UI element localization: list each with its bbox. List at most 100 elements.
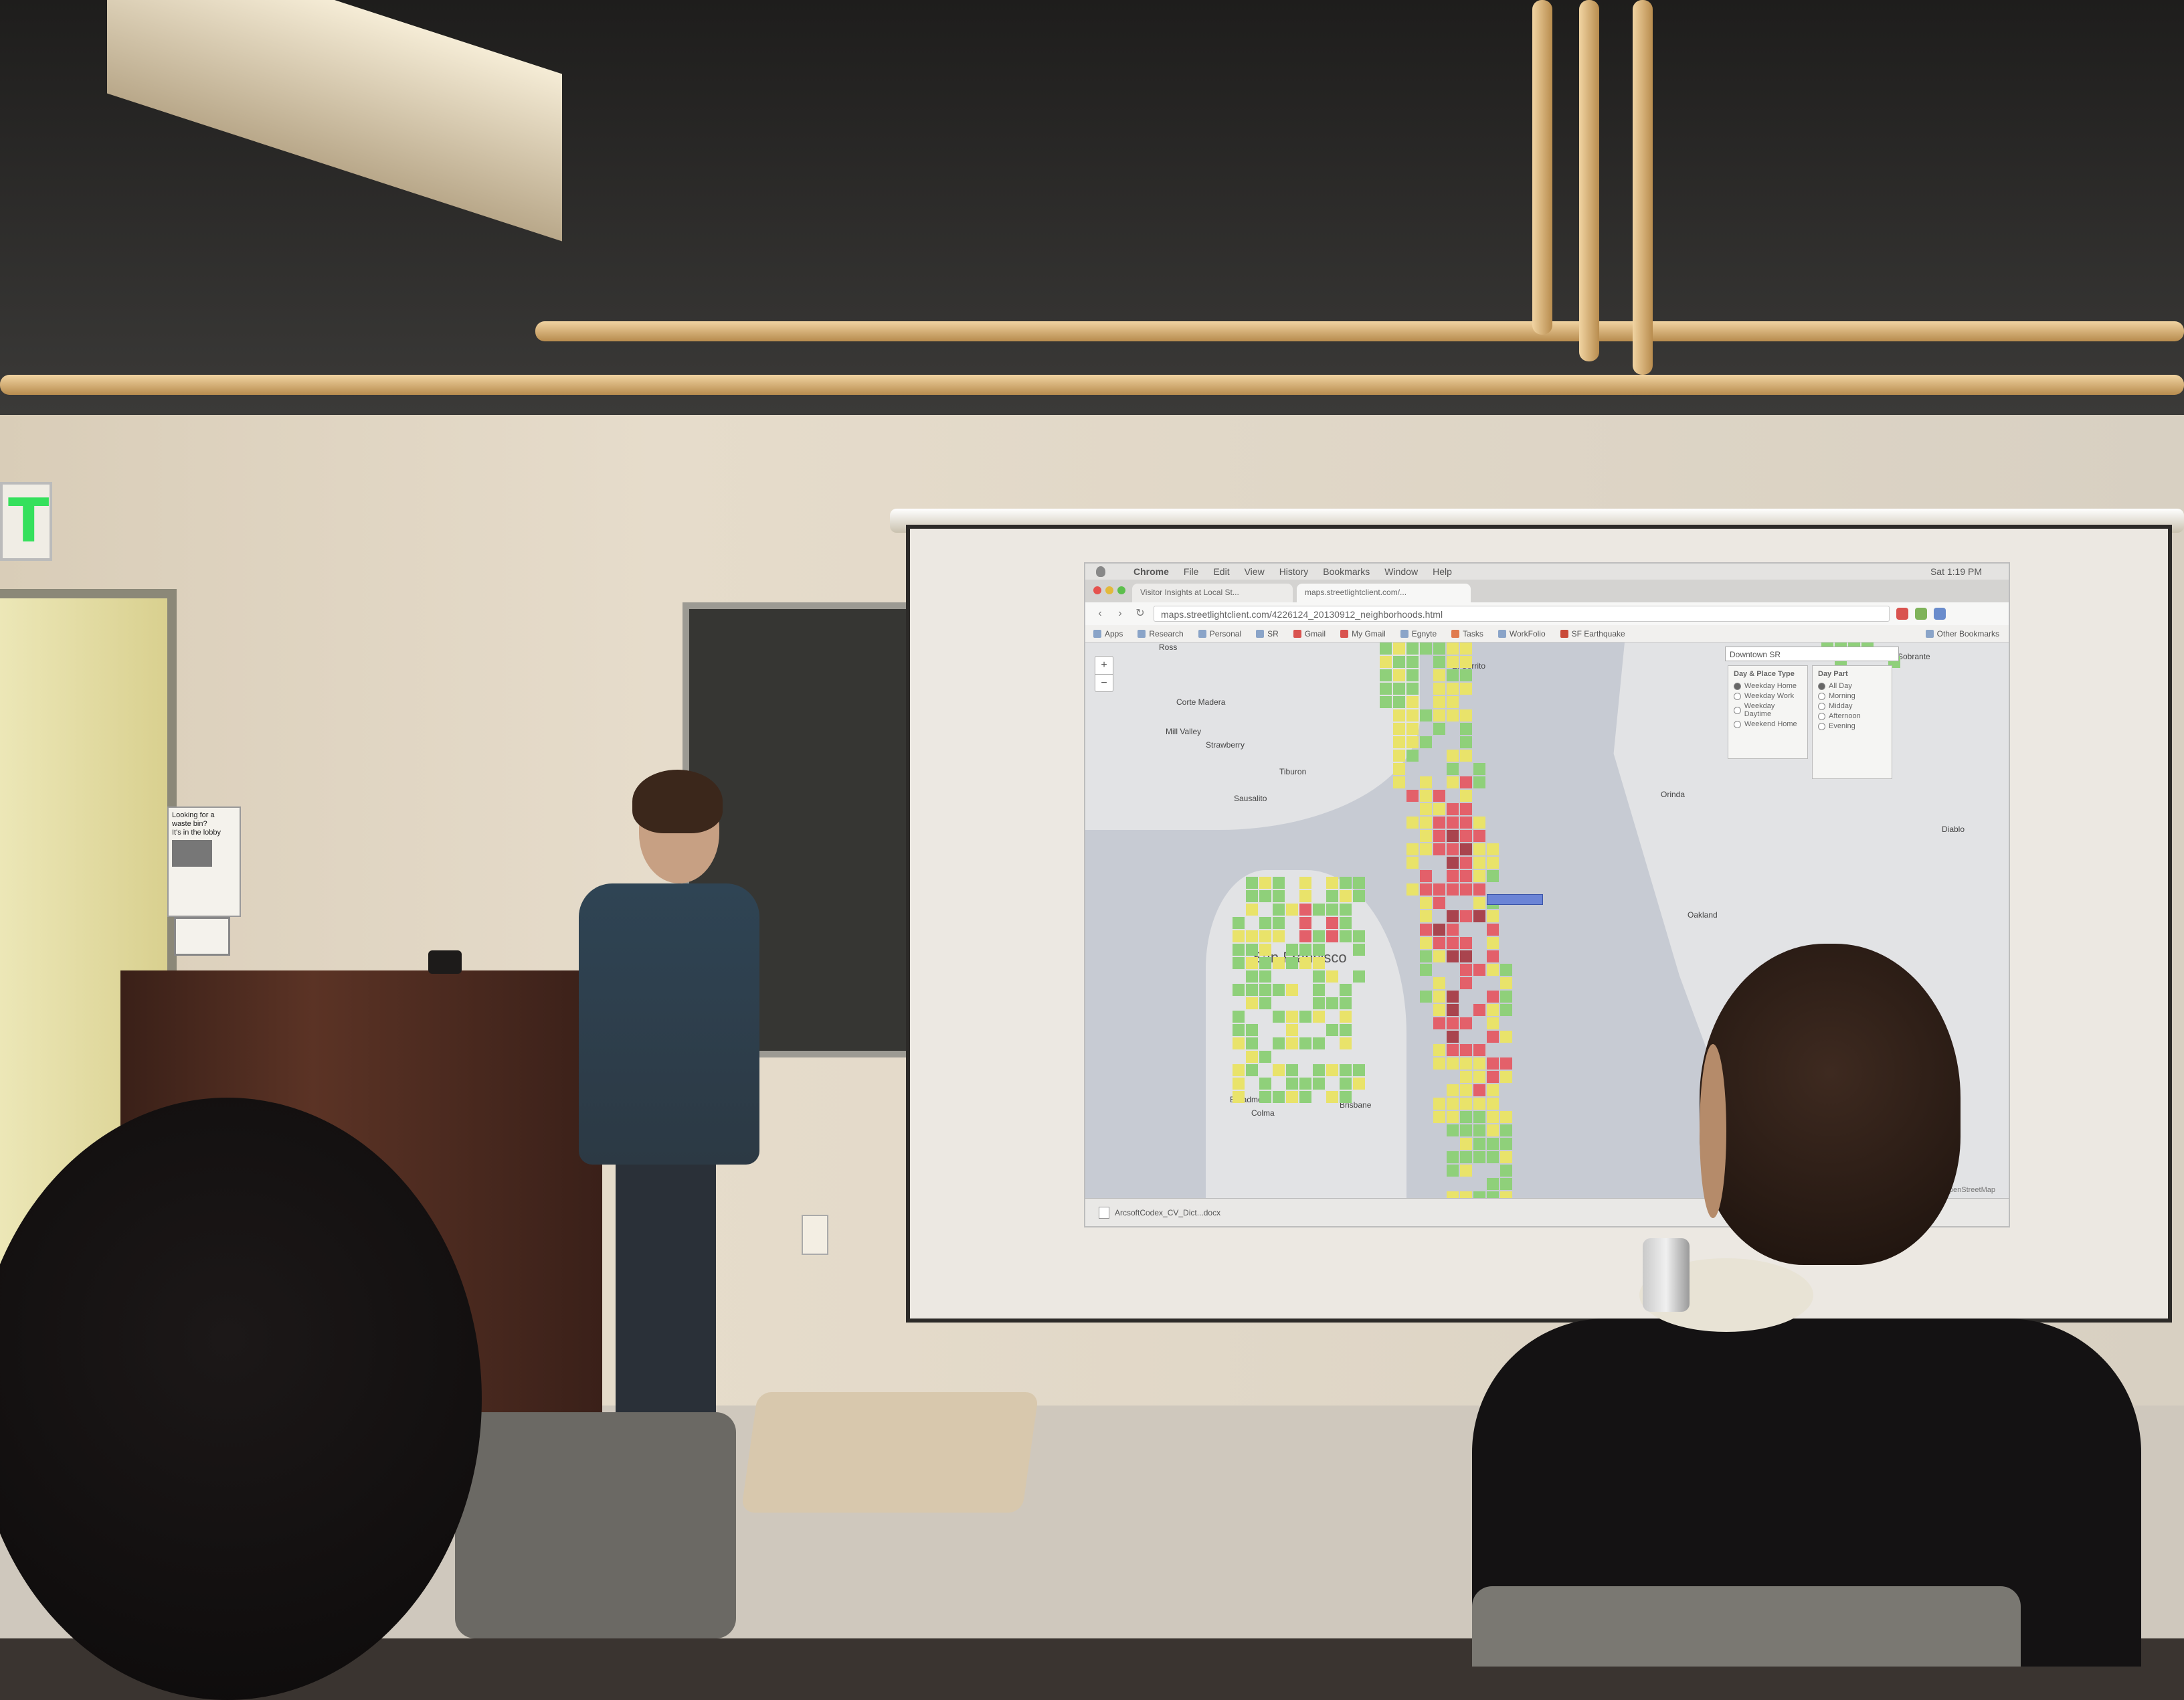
back-icon[interactable]: ‹ [1098,608,1102,619]
bookmark-item[interactable]: SR [1256,629,1279,639]
zoom-in-button[interactable]: + [1095,657,1113,675]
place-label: Corte Madera [1176,697,1226,707]
url-field[interactable]: maps.streetlightclient.com/4226124_20130… [1154,606,1890,622]
heatmap-cell [1326,930,1338,942]
tab-streetlight-map[interactable]: maps.streetlightclient.com/... [1297,584,1471,602]
location-marker[interactable] [1487,894,1543,905]
forward-icon[interactable]: › [1118,608,1122,619]
close-window-icon[interactable] [1093,586,1101,594]
area-select[interactable]: Downtown SR [1725,647,1899,661]
heatmap-cell [1460,817,1472,829]
heatmap-cell [1447,950,1459,962]
other-bookmarks[interactable]: Other Bookmarks [1925,629,1999,639]
heatmap-cell [1433,643,1445,655]
heatmap-cell [1273,930,1285,942]
radio-option[interactable]: Weekend Home [1734,720,1802,728]
heatmap-cell [1473,1071,1485,1083]
menu-item[interactable]: View [1244,566,1265,577]
menu-item[interactable]: File [1183,566,1199,577]
bookmark-item[interactable]: Tasks [1451,629,1483,639]
bookmark-item[interactable]: Egnyte [1400,629,1437,639]
ceiling-pipe [0,375,2184,395]
heatmap-cell [1487,1178,1499,1190]
mail-icon [1340,629,1349,638]
bookmark-item[interactable]: Apps [1093,629,1123,639]
heatmap-cell [1487,1151,1499,1163]
heatmap-cell [1380,669,1392,681]
apple-icon[interactable] [1096,566,1105,577]
bookmark-label: Gmail [1304,628,1326,639]
heatmap-cell [1460,1165,1472,1177]
heatmap-cell [1313,1037,1325,1049]
speaker-hair [632,770,723,833]
heatmap-cell [1487,1071,1499,1083]
radio-option[interactable]: Afternoon [1818,712,1886,720]
extension-icon[interactable] [1896,608,1908,620]
radio-option[interactable]: All Day [1818,682,1886,690]
heatmap-cell [1233,1091,1245,1103]
heatmap-cell [1433,843,1445,855]
heatmap-cell [1487,870,1499,882]
heatmap-cell [1406,683,1419,695]
menu-item[interactable]: Help [1433,566,1452,577]
poster-photo [172,840,212,867]
heatmap-cell [1340,917,1352,929]
place-label: Oakland [1688,910,1718,920]
extension-icon[interactable] [1934,608,1946,620]
bookmark-item[interactable]: SF Earthquake [1560,629,1625,639]
audience-head-foreground [0,1098,482,1700]
zoom-out-button[interactable]: − [1101,677,1107,689]
radio-option[interactable]: Weekday Work [1734,692,1802,700]
zoom-window-icon[interactable] [1117,586,1125,594]
heatmap-cell [1246,944,1258,956]
poster-line: waste bin? [172,820,207,828]
heatmap-cell [1447,1098,1459,1110]
heatmap-cell [1473,897,1485,909]
heatmap-cell [1447,910,1459,922]
radio-option[interactable]: Evening [1818,722,1886,730]
heatmap-cell [1299,1091,1311,1103]
heatmap-cell [1273,984,1285,996]
minimize-window-icon[interactable] [1105,586,1113,594]
heatmap-cell [1246,1064,1258,1076]
heatmap-cell [1273,1037,1285,1049]
bookmark-label: Tasks [1463,628,1483,639]
menu-clock[interactable]: Sat 1:19 PM [1930,566,1982,577]
menu-item[interactable]: History [1279,566,1309,577]
menu-item[interactable]: Edit [1213,566,1230,577]
heatmap-cell [1433,1098,1445,1110]
bookmark-item[interactable]: WorkFolio [1497,629,1546,639]
radio-option[interactable]: Morning [1818,692,1886,700]
menu-item[interactable]: Window [1384,566,1419,577]
heatmap-cell [1500,991,1512,1003]
heatmap-cell [1259,1078,1271,1090]
extension-icon[interactable] [1915,608,1927,620]
heatmap-cell [1353,1064,1365,1076]
tab-visitor-insights[interactable]: Visitor Insights at Local St... [1132,584,1293,602]
radio-option[interactable]: Weekday Home [1734,682,1802,690]
wall-outlet [802,1215,828,1255]
heatmap-cell [1420,950,1432,962]
heatmap-cell [1447,1031,1459,1043]
audience-chair [455,1412,736,1638]
bookmark-item[interactable]: Research [1138,629,1184,639]
heatmap-cell [1487,950,1499,962]
folder-icon [1138,629,1146,638]
heatmap-cell [1447,1057,1459,1070]
menu-item[interactable]: Bookmarks [1323,566,1370,577]
heatmap-cell [1487,1191,1499,1198]
bookmark-item[interactable]: My Gmail [1340,629,1386,639]
download-item[interactable]: ArcsoftCodex_CV_Dict...docx [1115,1207,1221,1217]
menu-item[interactable]: Chrome [1133,566,1169,577]
heatmap-cell [1380,683,1392,695]
heatmap-cell [1286,1024,1298,1036]
radio-option[interactable]: Midday [1818,702,1886,710]
bookmark-item[interactable]: Personal [1198,629,1241,639]
radio-option[interactable]: Weekday Daytime [1734,702,1802,718]
heatmap-cell [1259,890,1271,902]
bookmark-item[interactable]: Gmail [1293,629,1326,639]
heatmap-cell [1393,776,1405,788]
heatmap-cell [1447,1111,1459,1123]
reload-icon[interactable]: ↻ [1135,608,1145,619]
apps-icon [1093,629,1101,638]
